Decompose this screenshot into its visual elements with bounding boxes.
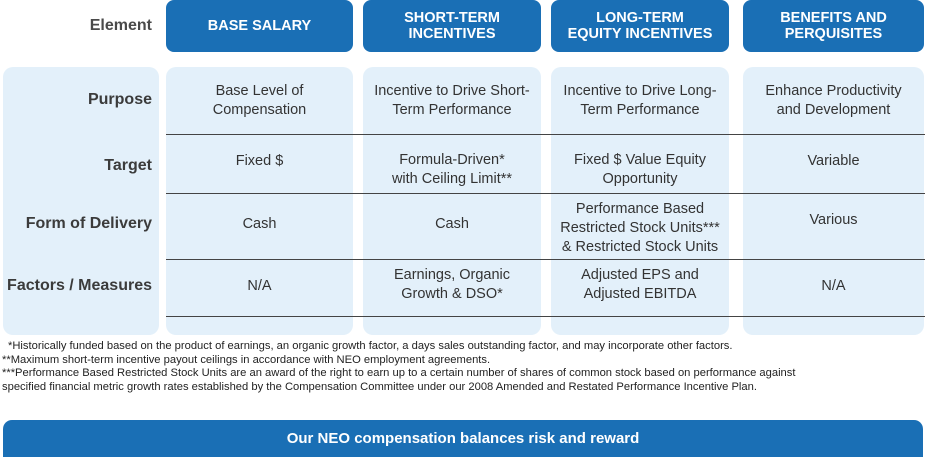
column-header-benefits: BENEFITS AND PERQUISITES [743, 0, 924, 52]
cell-delivery-short-term: Cash [435, 215, 469, 232]
base-salary-panel [166, 67, 353, 335]
row-label-target: Target [104, 157, 152, 174]
cell-factors-base-salary: N/A [247, 277, 272, 294]
row-label-form-of-delivery: Form of Delivery [25, 215, 152, 232]
row-divider [166, 193, 925, 194]
footnote-2: **Maximum short-term incentive payout ce… [2, 353, 491, 366]
long-term-panel [551, 67, 729, 335]
short-term-panel [363, 67, 541, 335]
footnote-3: ***Performance Based Restricted Stock Un… [2, 367, 796, 379]
column-header-base-salary: BASE SALARY [166, 0, 353, 52]
cell-target-base-salary: Fixed $ [235, 152, 284, 169]
cell-purpose-benefits: Enhance Productivity and Development [765, 83, 902, 118]
row-label-purpose: Purpose [87, 91, 152, 108]
cell-factors-short-term: Earnings, Organic Growth & DSO* [393, 267, 511, 302]
element-header-label: Element [89, 17, 152, 34]
cell-purpose-base-salary: Base Level of Compensation [212, 83, 307, 118]
footnote-1: *Historically funded based on the produc… [8, 340, 733, 352]
benefits-panel [743, 67, 924, 335]
cell-purpose-short-term: Incentive to Drive Short- Term Performan… [374, 83, 530, 118]
cell-target-long-term: Fixed $ Value Equity Opportunity [574, 152, 706, 187]
cell-purpose-long-term: Incentive to Drive Long- Term Performanc… [563, 83, 717, 118]
row-divider [166, 259, 925, 260]
column-header-long-term-equity: LONG-TERM EQUITY INCENTIVES [551, 0, 729, 52]
row-divider [166, 316, 925, 317]
row-label-factors-measures: Factors / Measures [7, 277, 152, 294]
row-label-panel [3, 67, 159, 335]
cell-target-benefits: Variable [807, 152, 860, 169]
footnotes: *Historically funded based on the produc… [0, 340, 925, 394]
cell-target-short-term: Formula-Driven* with Ceiling Limit** [391, 152, 513, 187]
cell-delivery-base-salary: Cash [242, 215, 277, 232]
summary-banner: Our NEO compensation balances risk and r… [3, 420, 923, 457]
cell-delivery-long-term: Performance Based Restricted Stock Units… [560, 200, 720, 255]
cell-factors-benefits: N/A [821, 277, 846, 294]
cell-delivery-benefits: Various [809, 211, 858, 228]
row-divider [166, 134, 925, 135]
column-header-short-term-incentives: SHORT-TERM INCENTIVES [363, 0, 541, 52]
footnote-4: specified financial metric growth rates … [2, 380, 757, 393]
summary-banner-text: Our NEO compensation balances risk and r… [286, 430, 640, 447]
cell-factors-long-term: Adjusted EPS and Adjusted EBITDA [581, 267, 699, 302]
